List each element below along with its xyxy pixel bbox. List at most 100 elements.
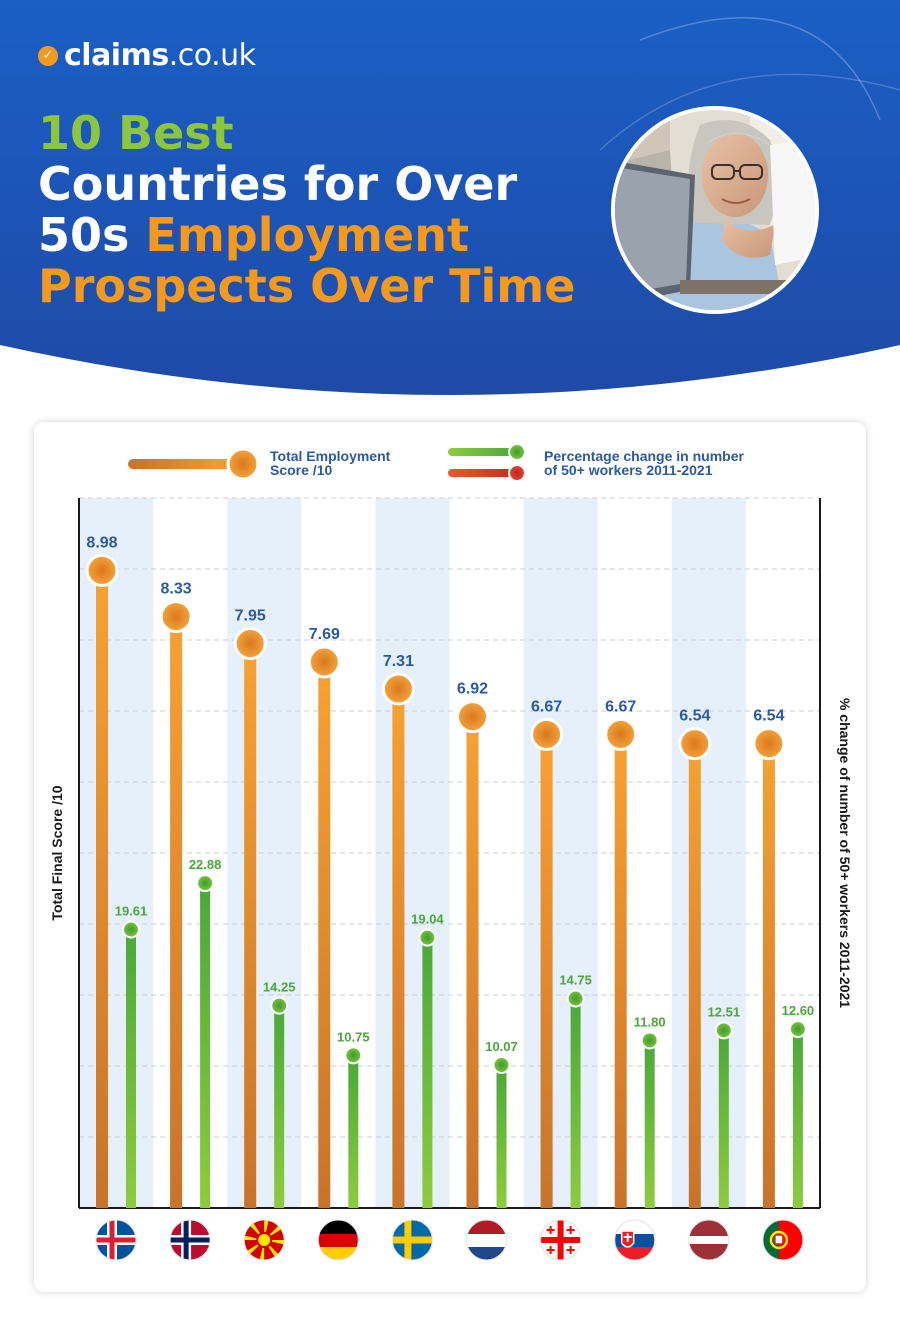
score-bar: [170, 616, 183, 1208]
legend-decrease-swatch: [448, 469, 518, 477]
brand-name: claims: [64, 38, 169, 73]
change-point: [196, 874, 215, 893]
latvia-flag-icon: [688, 1220, 729, 1260]
change-bar: [718, 1030, 729, 1208]
header-banner: ✓ claims.co.uk 10 Best Countries for Ove…: [0, 0, 900, 400]
change-label: 14.75: [559, 973, 592, 988]
flag-outline: [391, 1219, 433, 1261]
brand-logo[interactable]: ✓ claims.co.uk: [38, 38, 256, 73]
flag-outline: [762, 1219, 804, 1261]
flag-outline: [243, 1219, 285, 1261]
grid-lines: [79, 497, 820, 1138]
score-label: 6.67: [605, 698, 636, 715]
score-point: [307, 645, 341, 679]
legend: Total Employment Score /10 Percentage ch…: [128, 443, 744, 482]
score-point: [159, 600, 193, 634]
change-label: 12.51: [708, 1004, 741, 1019]
legend-increase-swatch: [448, 448, 518, 456]
change-point: [566, 989, 585, 1008]
change-bar: [792, 1029, 803, 1208]
legend-change-label-2: of 50+ workers 2011-2021: [544, 462, 713, 478]
legend-score-swatch: [128, 459, 238, 469]
north-macedonia-flag-icon: [244, 1220, 285, 1260]
score-bar: [392, 688, 405, 1208]
change-bar: [496, 1065, 507, 1208]
y2-axis-label: % change of number of 50+ workers 2011-2…: [837, 698, 853, 1008]
change-bar: [126, 929, 136, 1208]
score-bar: [540, 734, 553, 1208]
chart-marks: 8.98 19.61 8.33 22.88 7.95 14.25 7.69 10.75 7.31…: [85, 534, 815, 1208]
legend-score-label-1: Total Employment: [270, 448, 391, 464]
germany-flag-icon: [318, 1220, 359, 1260]
slovakia-flag-icon: [614, 1220, 655, 1260]
score-label: 7.69: [309, 626, 340, 643]
change-label: 10.07: [485, 1039, 518, 1054]
score-point: [678, 727, 712, 761]
legend-score-dot: [226, 447, 260, 481]
flag-outline: [540, 1219, 582, 1261]
score-point: [85, 553, 119, 587]
change-bar: [274, 1005, 285, 1208]
flag-outline: [169, 1219, 211, 1261]
flag-outline: [688, 1219, 730, 1261]
score-label: 8.98: [86, 534, 117, 551]
change-label: 12.60: [782, 1003, 815, 1018]
legend-change-label-1: Percentage change in number: [544, 448, 744, 464]
score-bar: [688, 743, 701, 1208]
score-point: [752, 727, 786, 761]
change-point: [640, 1031, 659, 1050]
title-line-3-white: 50s: [38, 208, 146, 262]
change-label: 19.61: [115, 904, 148, 919]
title-line-4: Prospects Over Time: [38, 259, 576, 313]
change-label: 22.88: [189, 857, 222, 872]
y-axis-label: Total Final Score /10: [49, 785, 65, 920]
score-bar: [318, 662, 331, 1208]
score-point: [233, 627, 267, 661]
change-bar: [348, 1055, 359, 1208]
score-bar: [96, 570, 108, 1208]
change-point: [492, 1056, 511, 1075]
country-flags: [95, 1219, 804, 1261]
score-label: 6.54: [753, 708, 784, 725]
score-label: 7.31: [383, 653, 414, 670]
chart: Total Employment Score /10 Percentage ch…: [49, 443, 853, 1261]
score-point: [381, 672, 415, 706]
page-title: 10 Best Countries for Over 50s Employmen…: [38, 108, 638, 312]
georgia-flag-icon: [540, 1220, 581, 1260]
score-label: 6.92: [457, 681, 488, 698]
score-bar: [466, 716, 479, 1208]
change-point: [788, 1020, 807, 1039]
change-bar: [422, 937, 433, 1208]
title-line-3-orange: Employment: [145, 208, 469, 262]
change-bar: [644, 1040, 655, 1208]
change-point: [122, 920, 140, 939]
iceland-flag-icon: [96, 1220, 136, 1260]
flag-outline: [317, 1219, 359, 1261]
change-bar: [570, 998, 581, 1208]
score-label: 8.33: [161, 581, 192, 598]
brand-suffix: .co.uk: [168, 38, 256, 73]
sweden-flag-icon: [392, 1220, 433, 1260]
change-bar: [200, 883, 211, 1208]
legend-increase-dot: [508, 443, 526, 461]
legend-score-label-2: Score /10: [270, 462, 332, 478]
change-label: 11.80: [634, 1014, 666, 1029]
change-label: 19.04: [411, 912, 444, 927]
woman-photo: [611, 106, 819, 314]
flag-outline: [614, 1219, 656, 1261]
score-point: [456, 700, 489, 734]
score-label: 6.54: [679, 708, 710, 725]
netherlands-flag-icon: [466, 1220, 507, 1260]
change-label: 14.25: [263, 980, 296, 995]
chart-card: Total Employment Score /10 Percentage ch…: [34, 422, 866, 1292]
score-label: 6.67: [531, 698, 562, 715]
change-label: 10.75: [337, 1029, 370, 1044]
change-point: [270, 996, 289, 1015]
score-label: 7.95: [235, 608, 266, 625]
score-point: [604, 717, 638, 751]
flag-outline: [466, 1219, 507, 1261]
portugal-flag-icon: [762, 1220, 803, 1260]
score-bar: [762, 743, 775, 1208]
change-point: [344, 1046, 363, 1065]
norway-flag-icon: [170, 1220, 211, 1260]
